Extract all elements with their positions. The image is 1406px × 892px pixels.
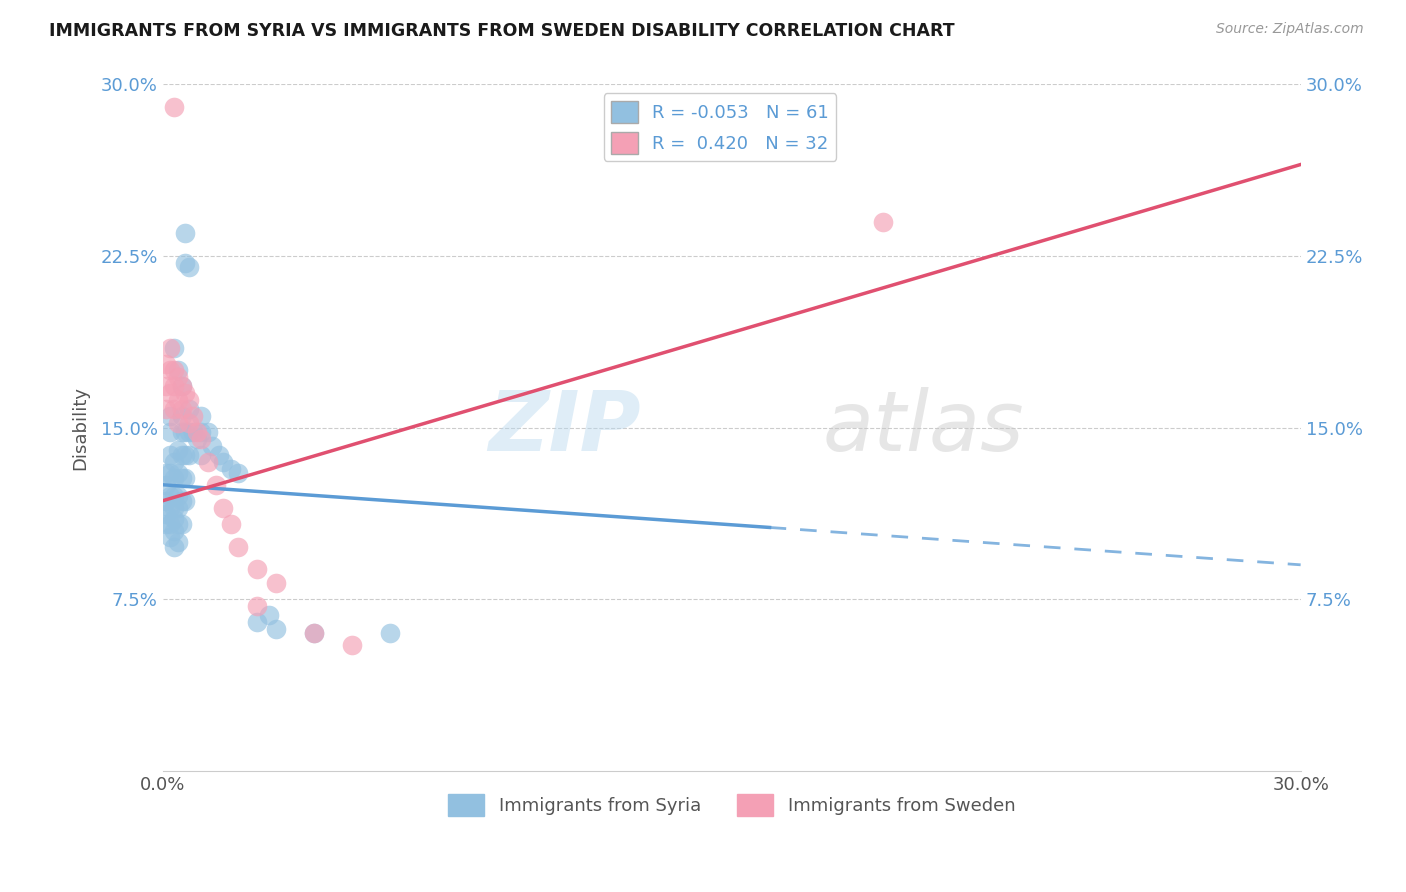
Y-axis label: Disability: Disability — [72, 385, 89, 469]
Point — [163, 363, 186, 377]
Point — [246, 562, 269, 576]
Point — [201, 439, 224, 453]
Point — [163, 341, 186, 355]
Text: atlas: atlas — [823, 387, 1025, 468]
Point — [166, 370, 188, 384]
Point — [204, 477, 226, 491]
Point — [155, 477, 177, 491]
Point — [159, 516, 181, 531]
Point — [304, 626, 326, 640]
Point — [179, 448, 201, 462]
Point — [179, 425, 201, 439]
Point — [155, 493, 177, 508]
Point — [155, 516, 177, 531]
Point — [228, 467, 250, 481]
Point — [170, 516, 193, 531]
Point — [190, 409, 212, 424]
Point — [166, 467, 188, 481]
Point — [166, 363, 188, 377]
Text: IMMIGRANTS FROM SYRIA VS IMMIGRANTS FROM SWEDEN DISABILITY CORRELATION CHART: IMMIGRANTS FROM SYRIA VS IMMIGRANTS FROM… — [49, 22, 955, 40]
Point — [179, 393, 201, 408]
Point — [159, 500, 181, 515]
Point — [174, 448, 197, 462]
Point — [342, 638, 364, 652]
Point — [159, 341, 181, 355]
Point — [186, 432, 208, 446]
Point — [170, 379, 193, 393]
Point — [208, 448, 231, 462]
Point — [166, 500, 188, 515]
Point — [166, 489, 188, 503]
Point — [170, 379, 193, 393]
Point — [179, 416, 201, 430]
Point — [228, 540, 250, 554]
Text: ZIP: ZIP — [488, 387, 641, 468]
Point — [174, 471, 197, 485]
Point — [155, 402, 177, 417]
Point — [174, 493, 197, 508]
Point — [155, 357, 177, 371]
Point — [174, 386, 197, 401]
Point — [174, 425, 197, 439]
Point — [872, 215, 894, 229]
Point — [190, 425, 212, 439]
Point — [163, 402, 186, 417]
Point — [190, 448, 212, 462]
Point — [166, 393, 188, 408]
Point — [219, 516, 242, 531]
Point — [159, 363, 181, 377]
Point — [190, 432, 212, 446]
Point — [174, 256, 197, 270]
Point — [212, 500, 235, 515]
Point — [163, 455, 186, 469]
Point — [159, 409, 181, 424]
Point — [163, 100, 186, 114]
Point — [163, 500, 186, 515]
Point — [166, 535, 188, 549]
Point — [163, 524, 186, 538]
Point — [304, 626, 326, 640]
Point — [246, 615, 269, 629]
Point — [179, 260, 201, 275]
Point — [257, 608, 280, 623]
Point — [159, 530, 181, 544]
Point — [170, 425, 193, 439]
Point — [179, 402, 201, 417]
Point — [212, 455, 235, 469]
Point — [155, 508, 177, 522]
Point — [380, 626, 402, 640]
Point — [186, 425, 208, 439]
Point — [170, 402, 193, 417]
Point — [266, 576, 288, 591]
Point — [163, 489, 186, 503]
Point — [166, 443, 188, 458]
Text: Source: ZipAtlas.com: Source: ZipAtlas.com — [1216, 22, 1364, 37]
Point — [197, 425, 219, 439]
Point — [163, 471, 186, 485]
Point — [159, 448, 181, 462]
Point — [170, 448, 193, 462]
Point — [181, 425, 204, 439]
Point — [170, 409, 193, 424]
Point — [155, 467, 177, 481]
Point — [159, 489, 181, 503]
Point — [170, 471, 193, 485]
Point — [246, 599, 269, 613]
Point — [155, 379, 177, 393]
Point — [181, 409, 204, 424]
Point — [166, 516, 188, 531]
Point — [159, 467, 181, 481]
Point — [197, 455, 219, 469]
Point — [266, 622, 288, 636]
Point — [219, 461, 242, 475]
Point — [163, 379, 186, 393]
Legend: Immigrants from Syria, Immigrants from Sweden: Immigrants from Syria, Immigrants from S… — [441, 787, 1022, 823]
Point — [174, 226, 197, 240]
Point — [166, 416, 188, 430]
Point — [163, 540, 186, 554]
Point — [159, 386, 181, 401]
Point — [170, 493, 193, 508]
Point — [163, 512, 186, 526]
Point — [159, 425, 181, 439]
